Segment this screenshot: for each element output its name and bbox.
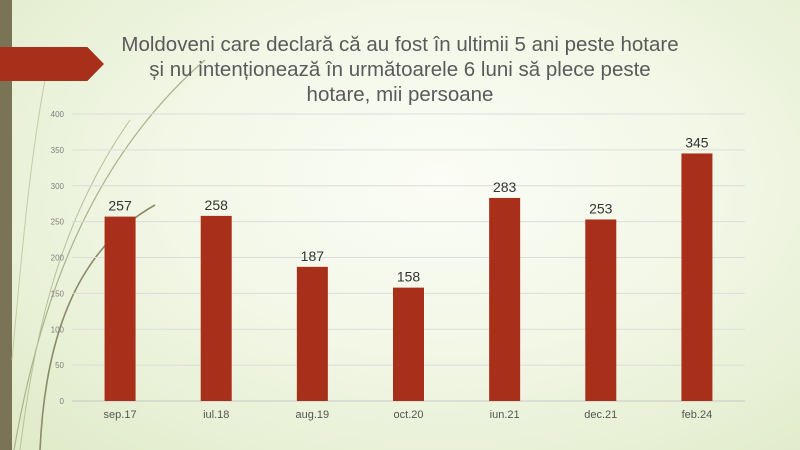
bar <box>489 197 521 401</box>
y-tick-label: 150 <box>51 289 65 298</box>
category-label: aug.19 <box>296 409 330 421</box>
y-tick-label: 250 <box>51 218 65 227</box>
bar <box>200 215 232 401</box>
y-axis: 0 50 100 150 200 250 300 350 400 <box>51 110 65 406</box>
y-tick-label: 350 <box>51 146 65 155</box>
value-label: 187 <box>301 248 325 264</box>
y-tick-label: 50 <box>55 361 64 370</box>
category-label: iul.18 <box>203 409 229 421</box>
category-label: feb.24 <box>682 409 713 421</box>
value-label: 345 <box>685 134 709 150</box>
category-label: sep.17 <box>104 409 137 421</box>
bar <box>585 219 617 401</box>
bar <box>296 266 328 401</box>
left-accent-band <box>0 0 12 450</box>
value-label: 283 <box>493 179 517 195</box>
data-labels: 257 258 187 158 283 253 345 <box>108 134 708 284</box>
y-tick-label: 200 <box>51 254 65 263</box>
y-tick-label: 300 <box>51 182 65 191</box>
bar <box>681 153 713 401</box>
category-label: iun.21 <box>490 409 520 421</box>
y-tick-label: 100 <box>51 325 65 334</box>
y-tick-label: 0 <box>60 397 65 406</box>
bar <box>104 216 136 401</box>
category-label: dec.21 <box>584 409 617 421</box>
value-label: 257 <box>108 198 132 214</box>
bar <box>393 287 424 401</box>
gridlines <box>72 113 745 402</box>
x-axis: sep.17 iul.18 aug.19 oct.20 iun.21 dec.21 feb.… <box>104 409 713 421</box>
value-label: 253 <box>589 200 613 216</box>
value-label: 158 <box>397 269 421 285</box>
value-label: 258 <box>205 197 229 213</box>
y-tick-label: 400 <box>51 110 65 119</box>
chart-title: Moldoveni care declară că au fost în ult… <box>121 33 679 106</box>
category-label: oct.20 <box>394 409 424 421</box>
bars <box>104 153 713 401</box>
title-arrow-shape <box>0 47 104 81</box>
